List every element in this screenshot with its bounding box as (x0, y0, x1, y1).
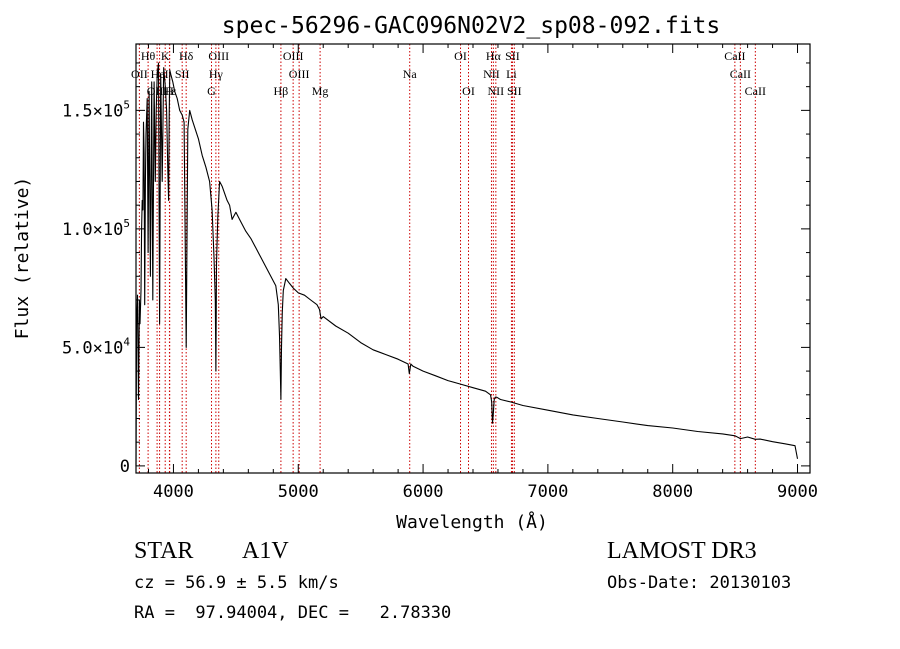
line-label-16: Li (506, 67, 517, 81)
x-axis-label: Wavelength (Å) (396, 511, 548, 533)
line-label-0: Hθ (141, 49, 156, 63)
line-label-15: NII (483, 67, 500, 81)
plot-frame (135, 43, 811, 474)
line-label-9: OII (131, 67, 148, 81)
object-class: STAR (134, 538, 194, 564)
x-tick-label-1: 5000 (278, 482, 319, 502)
survey-name: LAMOST DR3 (607, 538, 757, 564)
line-label-8: CaII (724, 49, 745, 63)
spectral-line-markers (138, 44, 756, 473)
line-label-5: OI (454, 49, 467, 63)
x-tick-label-5: 9000 (777, 482, 818, 502)
line-label-25: NII (488, 84, 505, 98)
x-axis-ticks: 4000 5000 6000 7000 8000 9000 (147, 44, 818, 502)
line-label-17: CaII (730, 67, 751, 81)
line-label-22: Hβ (274, 84, 289, 98)
line-label-6: Hα (486, 49, 502, 63)
y-tick-label-2: 1.0×105 (62, 217, 130, 240)
spectrum-line (135, 62, 799, 466)
line-label-3: OIII (208, 49, 229, 63)
observation-date: Obs-Date: 20130103 (607, 573, 792, 593)
line-label-24: OI (462, 84, 475, 98)
coordinates: RA = 97.94004, DEC = 2.78330 (134, 603, 452, 623)
line-label-2: Hδ (179, 49, 194, 63)
line-label-13: OIII (289, 67, 310, 81)
y-tick-label-0: 0 (120, 457, 130, 477)
line-label-27: CaII (745, 84, 766, 98)
line-label-1: K (161, 49, 170, 63)
x-tick-label-3: 7000 (527, 482, 568, 502)
y-tick-label-1: 5.0×104 (62, 335, 130, 358)
line-label-26: SII (507, 84, 522, 98)
y-axis-label: Flux (relative) (12, 177, 33, 340)
y-tick-label-3: 1.5×105 (62, 98, 130, 121)
line-label-4: OIII (283, 49, 304, 63)
line-label-11: SII (175, 67, 190, 81)
redshift-velocity: cz = 56.9 ± 5.5 km/s (134, 573, 339, 593)
y-axis-ticks: 0 5.0×104 1.0×105 1.5×105 (62, 62, 810, 477)
line-label-14: Na (403, 67, 418, 81)
line-label-12: Hγ (209, 67, 224, 81)
line-label-21: G (207, 84, 216, 98)
x-tick-label-2: 6000 (403, 482, 444, 502)
line-label-23: Mg (312, 84, 329, 98)
x-tick-label-0: 4000 (153, 482, 194, 502)
line-label-7: SII (505, 49, 520, 63)
x-tick-label-4: 8000 (652, 482, 693, 502)
object-subclass: A1V (242, 538, 289, 564)
chart-title: spec-56296-GAC096N02V2_sp08-092.fits (222, 13, 721, 39)
line-label-10: HeI (151, 67, 169, 81)
